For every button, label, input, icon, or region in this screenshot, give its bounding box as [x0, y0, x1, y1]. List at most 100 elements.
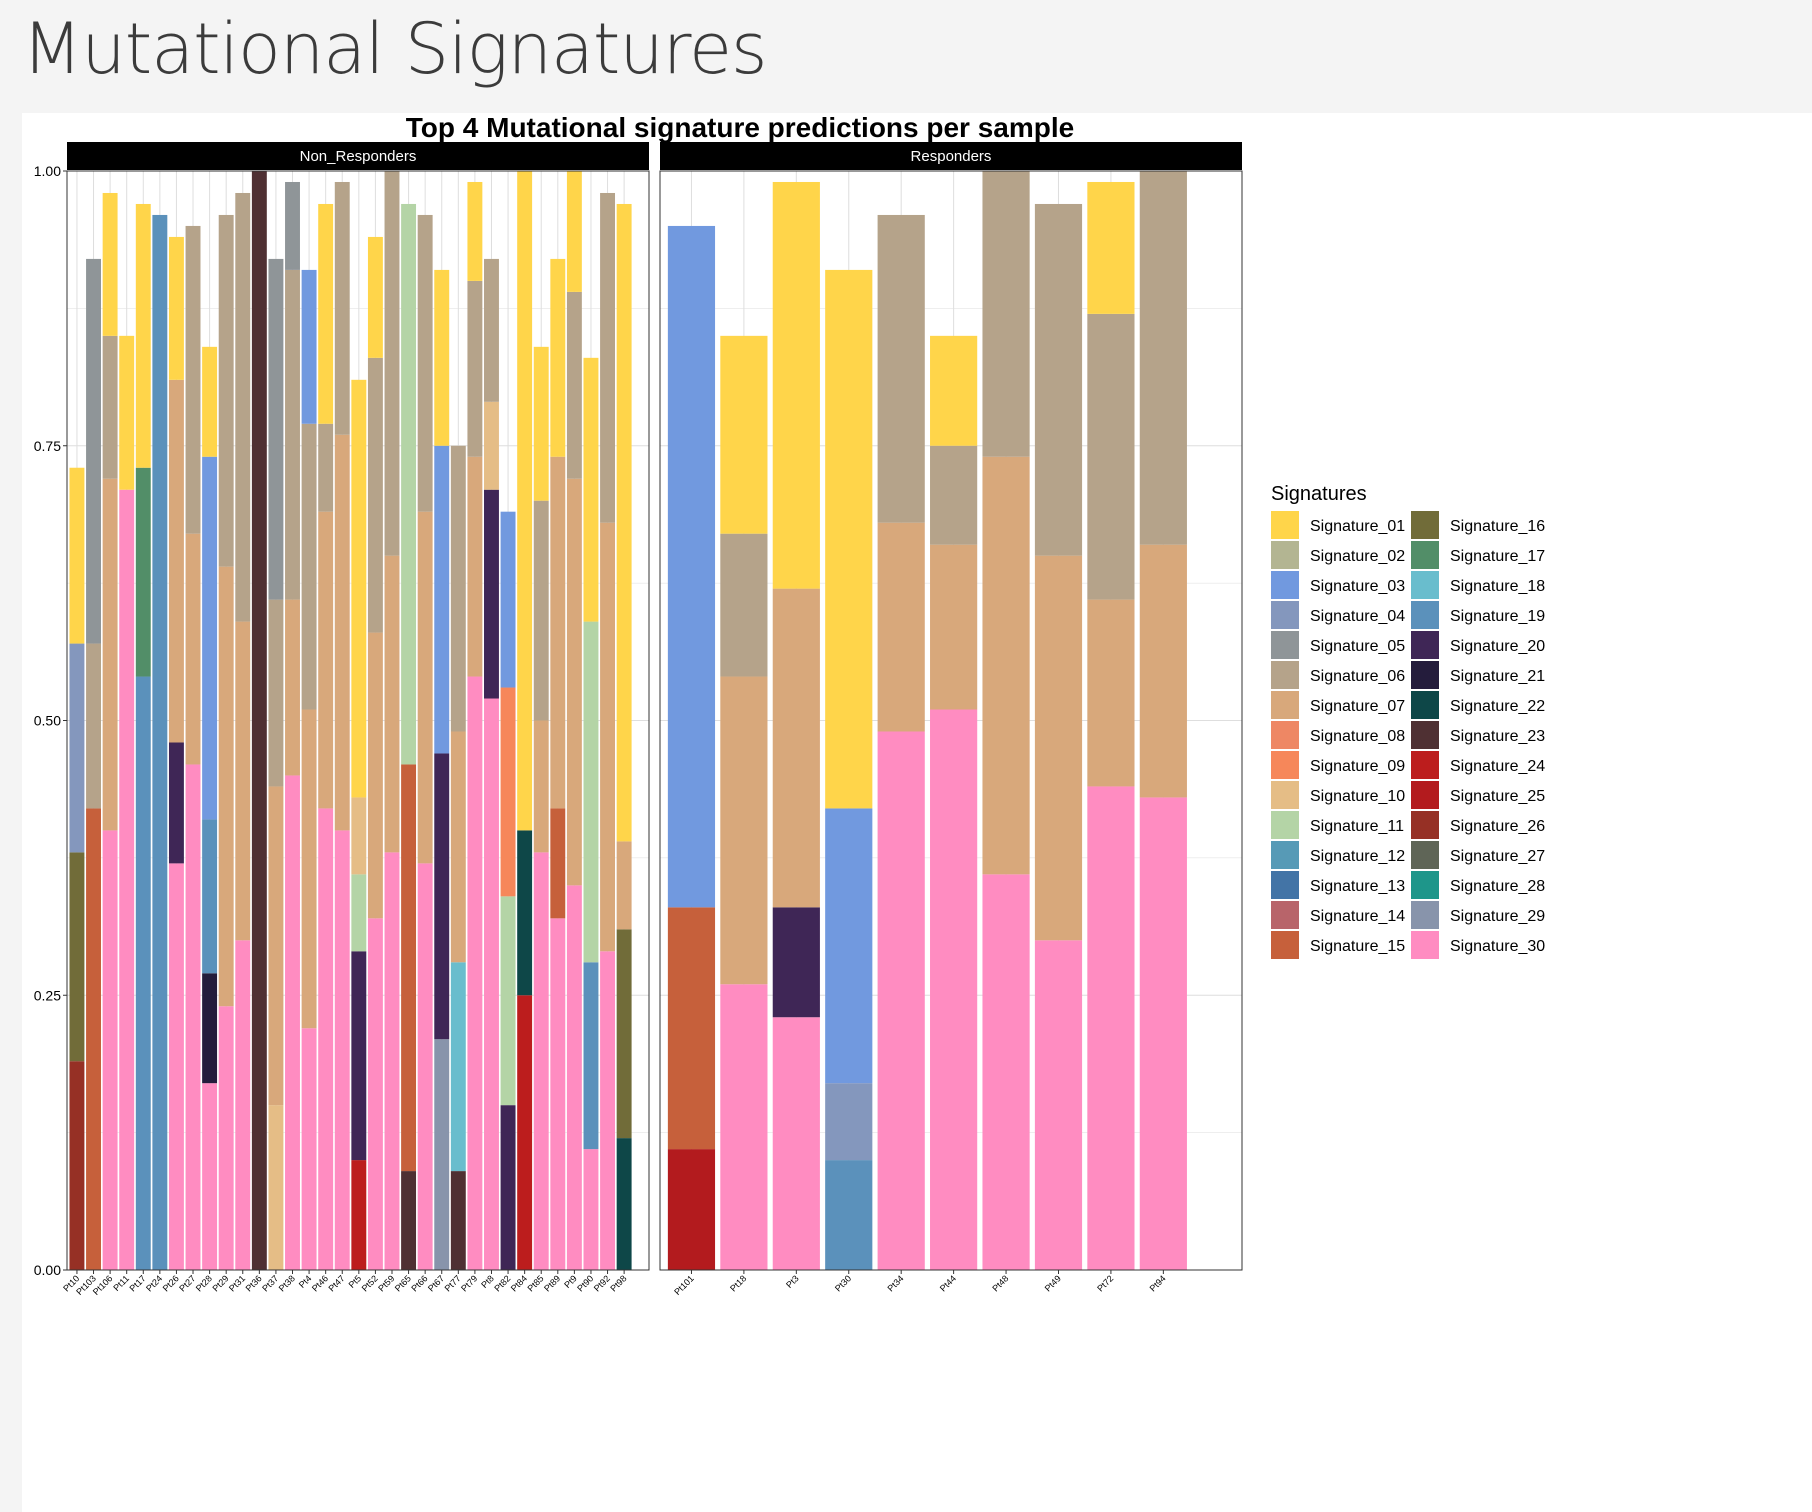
x-tick-label: Pt66 — [409, 1273, 429, 1293]
bar-segment — [434, 445, 450, 754]
bar-segment — [218, 1006, 234, 1270]
bar-segment — [401, 203, 417, 765]
bar-segment — [1139, 797, 1187, 1270]
bar-segment — [566, 885, 582, 1270]
legend-item: Signature_19 — [1411, 601, 1545, 629]
x-tick-label: Pt72 — [1095, 1273, 1115, 1293]
bar-segment — [982, 874, 1030, 1270]
bar-segment — [301, 1028, 317, 1270]
bar-segment — [318, 808, 334, 1270]
bar-segment — [268, 258, 284, 600]
bar-segment — [600, 192, 616, 523]
x-tick-label: Pt34 — [885, 1273, 905, 1293]
bar-segment — [517, 995, 533, 1270]
legend-item: Signature_20 — [1411, 631, 1545, 659]
bar-segment — [351, 1160, 367, 1270]
bar-segment — [417, 511, 433, 864]
bar-segment — [367, 632, 383, 919]
legend-title: Signatures — [1271, 483, 1367, 505]
bar-segment — [1034, 555, 1083, 941]
bar-segment — [301, 269, 317, 424]
x-tick-label: Pt18 — [728, 1273, 748, 1293]
bar-segment — [185, 225, 201, 534]
bar-segment — [301, 423, 317, 710]
bar-segment — [772, 907, 820, 1018]
bar-segment — [772, 588, 820, 908]
x-tick-label: Pt47 — [326, 1273, 346, 1293]
bar-segment — [825, 1160, 873, 1270]
legend-label: Signature_21 — [1450, 668, 1545, 685]
x-tick-label: Pt79 — [459, 1273, 479, 1293]
bar-segment — [720, 335, 768, 534]
bar-segment — [667, 907, 716, 1150]
x-tick-label: Pt90 — [575, 1273, 595, 1293]
legend-label: Signature_08 — [1310, 728, 1405, 745]
x-tick-label: Pt89 — [542, 1273, 562, 1293]
legend-label: Signature_03 — [1310, 578, 1405, 595]
legend-swatch — [1411, 661, 1439, 689]
legend-item: Signature_01 — [1271, 511, 1405, 539]
bar-segment — [877, 214, 925, 523]
bar-segment — [667, 225, 716, 908]
x-tick-label: Pt94 — [1148, 1273, 1168, 1293]
x-tick-label: Pt101 — [672, 1273, 696, 1297]
bar-segment — [533, 500, 549, 721]
bar-segment — [185, 533, 201, 765]
legend-label: Signature_18 — [1450, 578, 1545, 595]
bar-segment — [69, 1061, 85, 1270]
chart-card: Top 4 Mutational signature predictions p… — [22, 113, 1812, 1512]
bar-segment — [434, 269, 450, 446]
bar-segment — [550, 808, 566, 919]
bar-segment — [86, 258, 101, 644]
legend-label: Signature_06 — [1310, 668, 1405, 685]
x-tick-label: Pt24 — [144, 1273, 164, 1293]
bar-segment — [616, 1138, 632, 1270]
legend-item: Signature_13 — [1271, 871, 1405, 899]
legend-label: Signature_25 — [1450, 788, 1545, 805]
legend-swatch — [1271, 631, 1299, 659]
bar-segment — [583, 621, 599, 963]
bar-segment — [550, 918, 566, 1270]
legend-item: Signature_06 — [1271, 661, 1405, 689]
bar-segment — [351, 951, 367, 1161]
x-tick-label: Pt46 — [310, 1273, 330, 1293]
chart-title: Top 4 Mutational signature predictions p… — [406, 113, 1074, 143]
bar-segment — [616, 841, 632, 930]
x-tick-label: Pt3 — [784, 1273, 801, 1290]
bar-segment — [583, 1149, 599, 1270]
bar-segment — [566, 478, 582, 886]
bar-segment — [135, 676, 151, 1270]
bar-segment — [616, 929, 632, 1139]
bar-segment — [86, 643, 101, 809]
legend-item: Signature_10 — [1271, 781, 1405, 809]
bar-segment — [825, 269, 873, 809]
bar-segment — [69, 643, 85, 853]
bar-segment — [550, 456, 566, 809]
legend-label: Signature_05 — [1310, 638, 1405, 655]
x-tick-label: Pt44 — [938, 1273, 958, 1293]
bar-segment — [285, 599, 300, 776]
legend-swatch — [1271, 661, 1299, 689]
legend-swatch — [1411, 811, 1439, 839]
bar-segment — [168, 379, 184, 743]
legend-swatch — [1271, 751, 1299, 779]
legend-item: Signature_18 — [1411, 571, 1545, 599]
bar-segment — [1034, 203, 1083, 556]
legend-swatch — [1271, 871, 1299, 899]
legend: Signature_01 Signature_02 Signature_03 Sign… — [1271, 511, 1545, 959]
legend-label: Signature_24 — [1450, 758, 1545, 775]
bar-segment — [135, 203, 151, 468]
legend-label: Signature_16 — [1450, 518, 1545, 535]
x-tick-label: Pt38 — [277, 1273, 297, 1293]
facet-panel-non-responders: Non_RespondersPt10Pt103Pt106Pt11Pt17Pt24… — [61, 142, 650, 1297]
legend-item: Signature_12 — [1271, 841, 1405, 869]
bar-segment — [202, 346, 218, 457]
bar-segment — [268, 786, 284, 1106]
legend-label: Signature_19 — [1450, 608, 1545, 625]
bar-segment — [334, 434, 350, 831]
legend-swatch — [1411, 781, 1439, 809]
bar-segment — [720, 984, 768, 1270]
legend-swatch — [1411, 871, 1439, 899]
bar-segment — [235, 192, 251, 622]
legend-swatch — [1271, 571, 1299, 599]
